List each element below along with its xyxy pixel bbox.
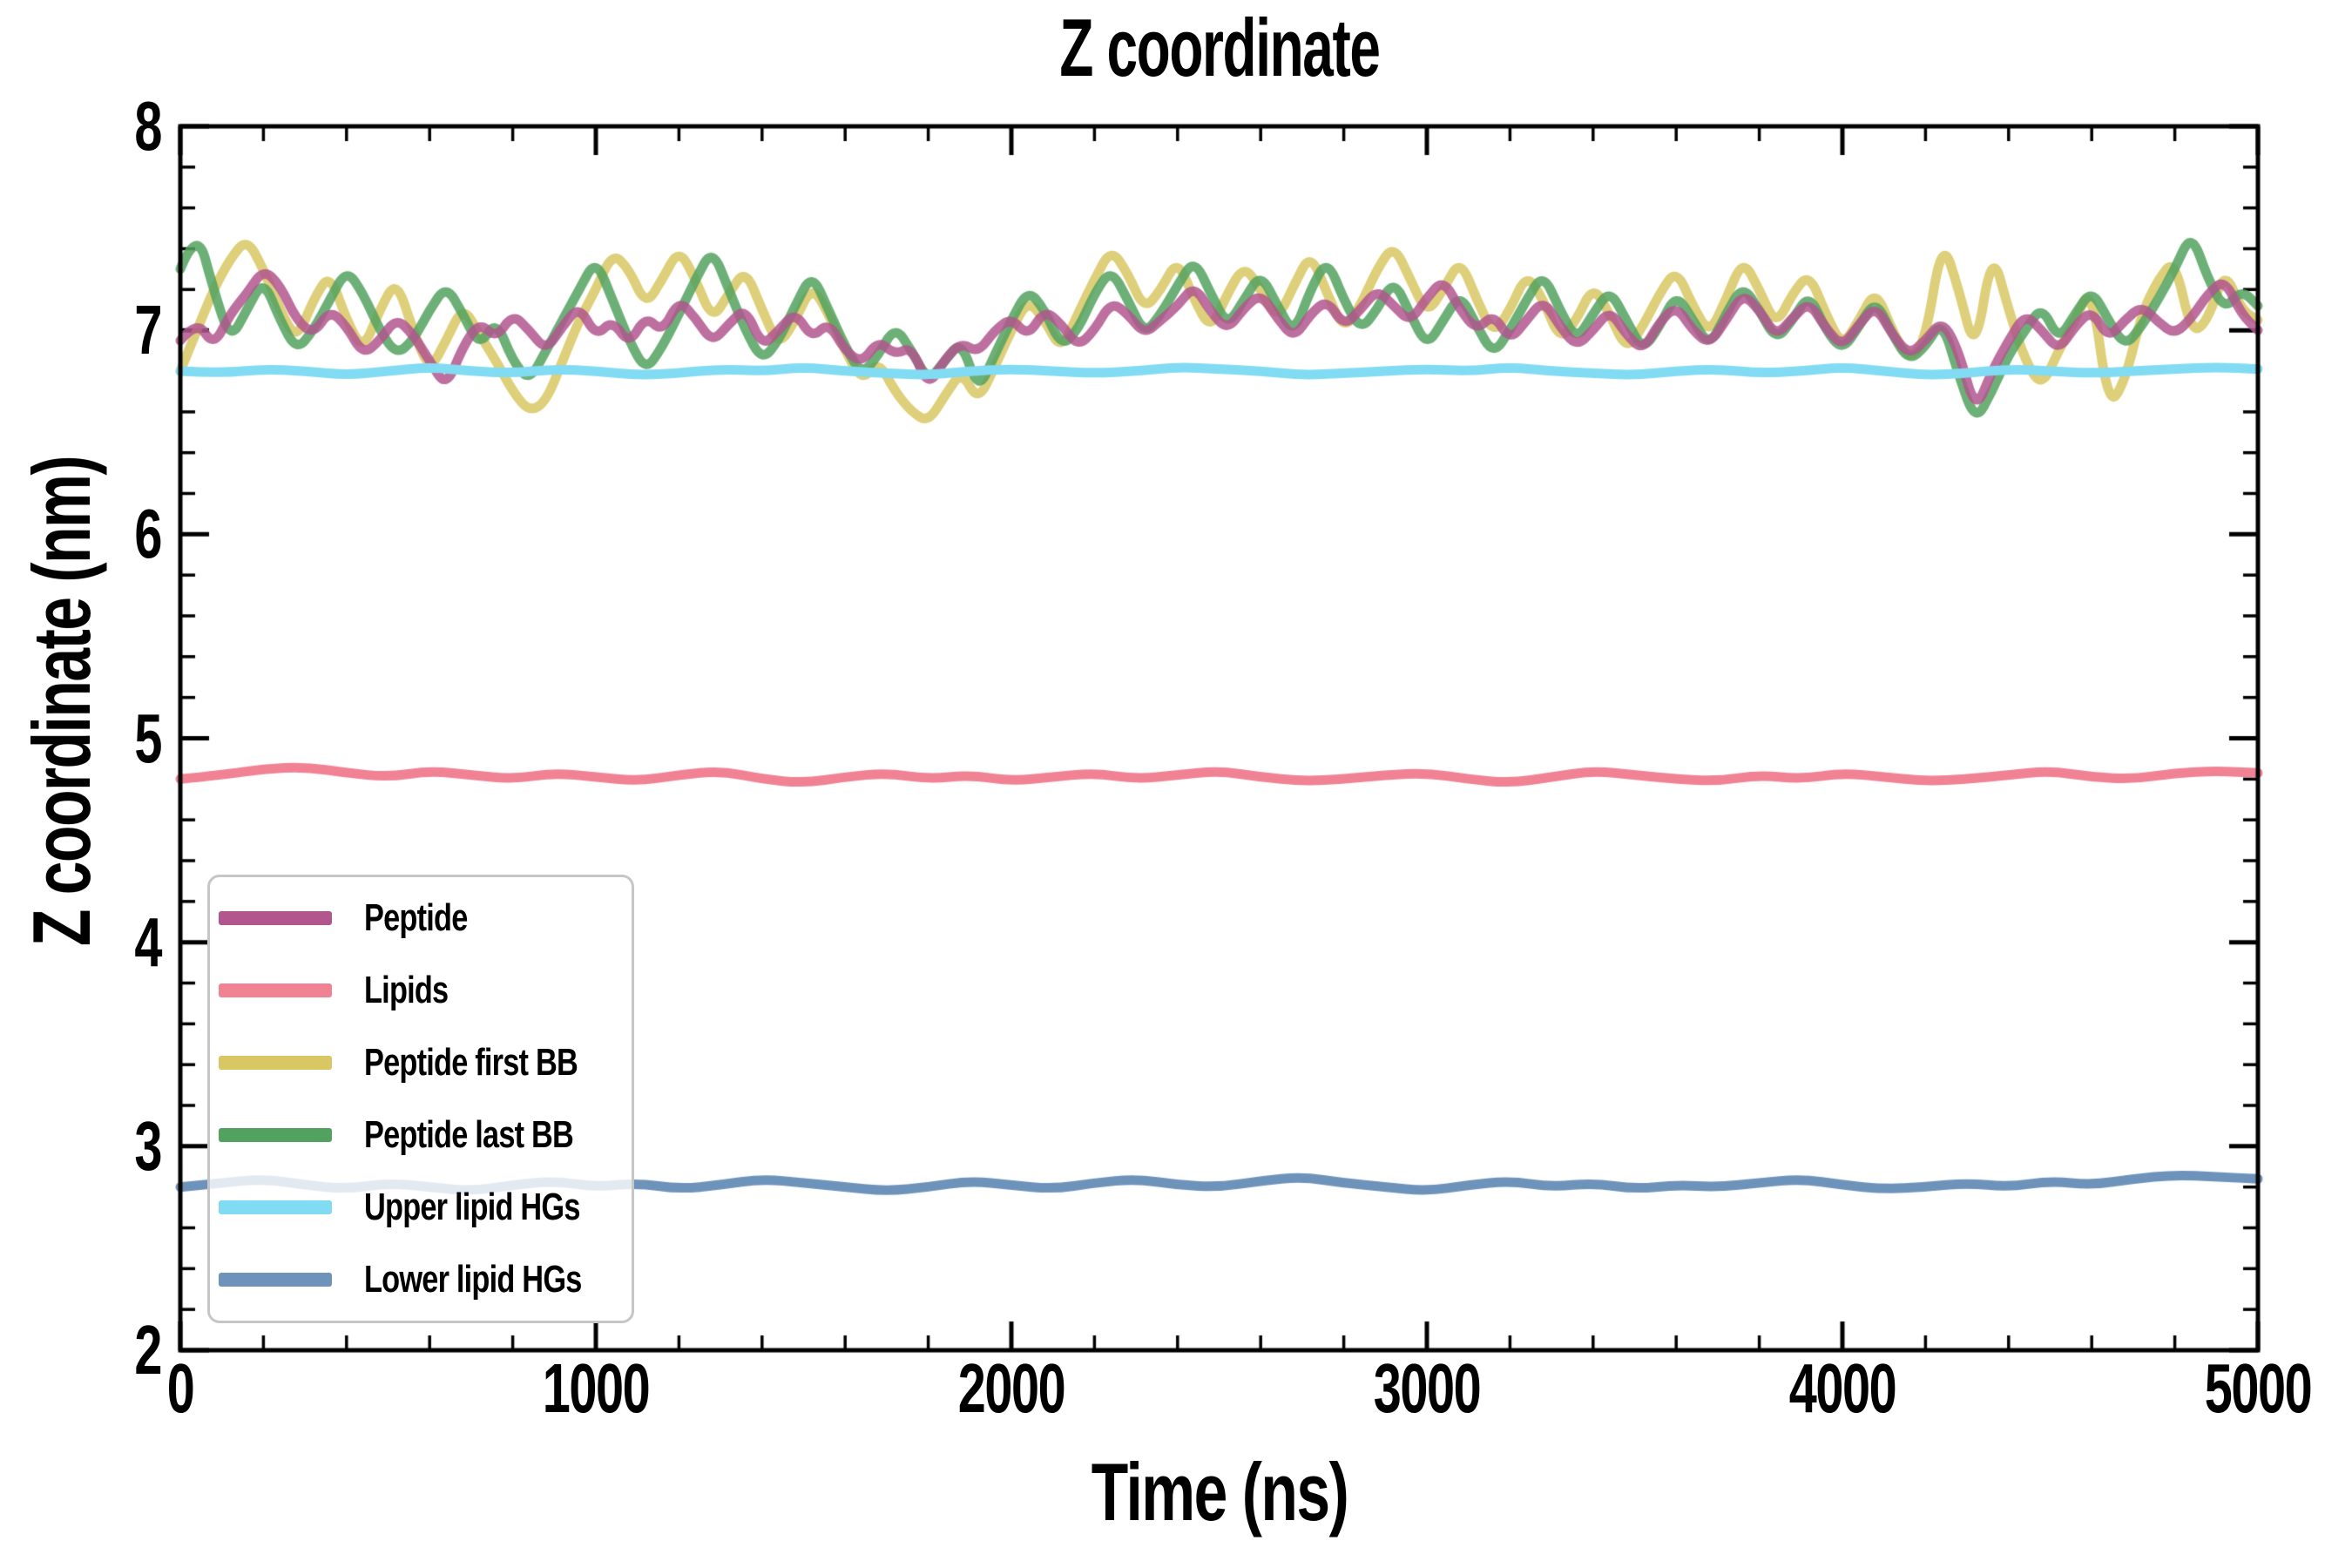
- y-tick-label: 3: [134, 1106, 162, 1185]
- legend-item-lipids: Lipids: [219, 969, 632, 1012]
- y-tick-label: 4: [134, 902, 162, 981]
- y-tick-label: 7: [134, 291, 162, 369]
- legend-label-lipids: Lipids: [364, 969, 449, 1012]
- legend-item-lower-lipid-hgs: Lower lipid HGs: [219, 1258, 632, 1301]
- legend-label-peptide-last-bb: Peptide last BB: [364, 1112, 574, 1156]
- legend-swatch-upper-lipid-hgs: [219, 1200, 332, 1214]
- legend-label-peptide: Peptide: [364, 896, 468, 940]
- y-tick-label: 5: [134, 699, 162, 777]
- x-tick-label: 5000: [2204, 1349, 2313, 1427]
- x-tick-label: 3000: [1373, 1349, 1482, 1427]
- x-tick-label: 1000: [542, 1349, 651, 1427]
- legend-label-upper-lipid-hgs: Upper lipid HGs: [364, 1185, 580, 1228]
- legend-swatch-lipids: [219, 983, 332, 998]
- legend-label-peptide-first-bb: Peptide first BB: [364, 1041, 578, 1085]
- x-tick-label: 4000: [1788, 1349, 1897, 1427]
- y-tick-label: 6: [134, 495, 162, 573]
- legend-swatch-peptide-last-bb: [219, 1127, 332, 1142]
- legend: Peptide Lipids Peptide first BB Peptide …: [207, 875, 634, 1323]
- x-axis-title: Time (ns): [1091, 1446, 1349, 1538]
- legend-label-lower-lipid-hgs: Lower lipid HGs: [364, 1257, 582, 1301]
- legend-swatch-peptide-first-bb: [219, 1056, 332, 1071]
- legend-item-peptide-first-bb: Peptide first BB: [219, 1041, 632, 1085]
- y-tick-label: 8: [134, 87, 162, 165]
- y-tick-label: 2: [134, 1311, 162, 1389]
- x-tick-label: 0: [166, 1349, 195, 1427]
- chart-title: Z coordinate: [1059, 2, 1381, 93]
- x-tick-label: 2000: [957, 1349, 1066, 1427]
- legend-swatch-peptide: [219, 911, 332, 926]
- legend-item-peptide: Peptide: [219, 896, 632, 940]
- legend-item-peptide-last-bb: Peptide last BB: [219, 1113, 632, 1157]
- legend-item-upper-lipid-hgs: Upper lipid HGs: [219, 1186, 632, 1229]
- legend-swatch-lower-lipid-hgs: [219, 1272, 332, 1287]
